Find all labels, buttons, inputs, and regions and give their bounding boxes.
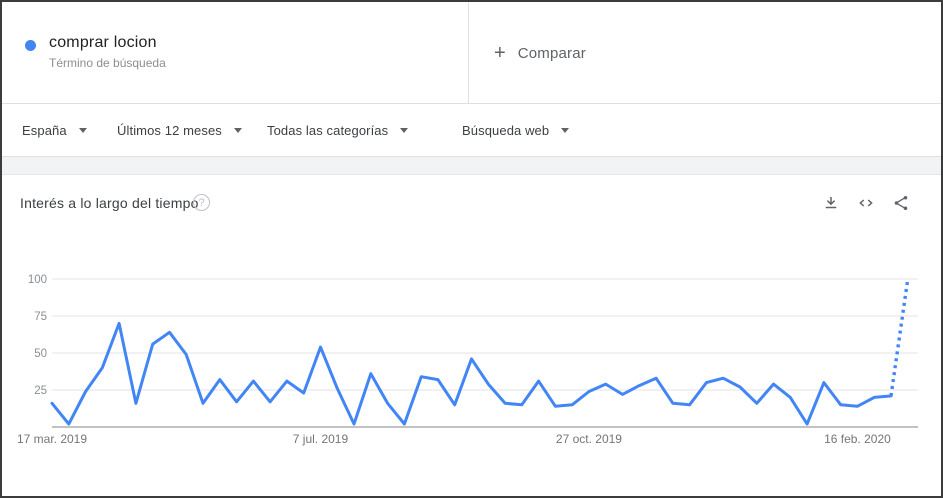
filter-category[interactable]: Todas las categorías bbox=[267, 104, 409, 156]
y-tick-label: 75 bbox=[34, 311, 47, 323]
compare-inner: + Comparar bbox=[494, 43, 586, 63]
compare-label: Comparar bbox=[517, 44, 586, 62]
search-terms-row: comprar locion Término de búsqueda + Com… bbox=[2, 2, 941, 104]
interest-over-time-card: 25 50 75 100 17 mar. 2019 7 jul. 2019 27 oct. … bbox=[2, 175, 941, 497]
y-tick-label: 50 bbox=[34, 348, 47, 360]
dropdown-caret-icon bbox=[561, 127, 570, 133]
dropdown-caret-icon bbox=[78, 127, 87, 133]
y-tick-label: 25 bbox=[34, 385, 47, 397]
search-term-text: comprar locion Término de búsqueda bbox=[49, 34, 166, 70]
x-tick-label: 7 jul. 2019 bbox=[293, 432, 349, 446]
trend-line bbox=[50, 321, 893, 426]
interest-line-chart[interactable]: 25 50 75 100 17 mar. 2019 7 jul. 2019 27 oct. … bbox=[2, 175, 941, 497]
search-term-title: comprar locion bbox=[49, 34, 157, 51]
dropdown-caret-icon bbox=[233, 127, 242, 133]
trend-line-projected bbox=[889, 278, 910, 397]
plus-icon: + bbox=[494, 42, 506, 64]
help-icon[interactable]: ? bbox=[193, 194, 210, 211]
chart-title: Interés a lo largo del tiempo bbox=[20, 195, 199, 211]
share-icon[interactable] bbox=[891, 193, 911, 213]
filter-category-label: Todas las categorías bbox=[267, 122, 389, 138]
filter-time-range[interactable]: Últimos 12 meses bbox=[117, 104, 242, 156]
search-term-subtitle: Término de búsqueda bbox=[49, 56, 166, 70]
filter-region-label: España bbox=[22, 122, 67, 138]
y-tick-label: 100 bbox=[28, 274, 47, 286]
series-color-dot bbox=[25, 40, 36, 51]
dropdown-caret-icon bbox=[400, 127, 409, 133]
download-icon[interactable] bbox=[821, 193, 841, 213]
embed-icon[interactable] bbox=[856, 193, 876, 213]
filter-search-type-label: Búsqueda web bbox=[462, 122, 550, 138]
x-tick-label: 16 feb. 2020 bbox=[824, 432, 891, 446]
x-tick-label: 17 mar. 2019 bbox=[17, 432, 87, 446]
search-term-card[interactable]: comprar locion Término de búsqueda bbox=[2, 2, 469, 103]
compare-card[interactable]: + Comparar bbox=[469, 2, 941, 103]
filter-time-range-label: Últimos 12 meses bbox=[117, 122, 222, 138]
filter-search-type[interactable]: Búsqueda web bbox=[462, 104, 570, 156]
x-tick-label: 27 oct. 2019 bbox=[556, 432, 622, 446]
chart-toolbar bbox=[821, 193, 911, 213]
section-divider-strip bbox=[2, 157, 941, 175]
filter-bar: España Últimos 12 meses Todas las categorí… bbox=[2, 104, 941, 157]
filter-region[interactable]: España bbox=[22, 104, 87, 156]
